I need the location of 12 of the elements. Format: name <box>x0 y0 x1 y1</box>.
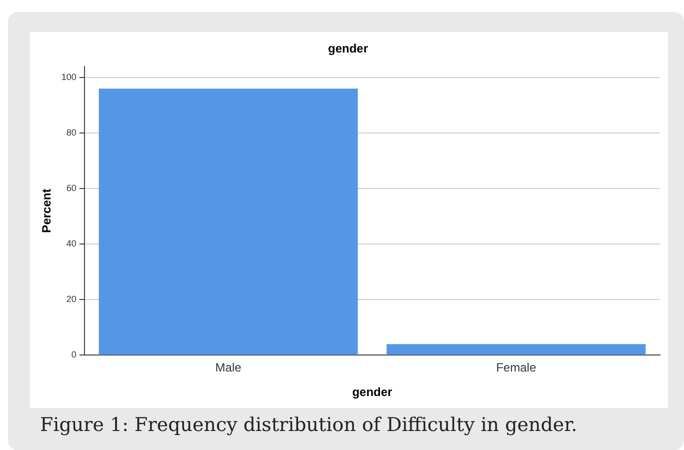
caption: Figure 1: Frequency distribution of Difficulty in gender. <box>40 414 578 436</box>
y-tick-label: 0 <box>71 350 76 360</box>
y-axis-title: Percent <box>40 188 54 233</box>
y-tick-label: 80 <box>66 128 76 138</box>
y-tick-label: 60 <box>66 183 76 194</box>
y-tick-label: 100 <box>61 72 76 82</box>
x-axis-title: gender <box>352 385 393 400</box>
chart-title: gender <box>328 42 368 56</box>
y-tick-label: 20 <box>66 294 76 304</box>
y-tick-label: 40 <box>66 238 76 249</box>
x-tick-label: Male <box>215 360 242 375</box>
x-tick-label: Female <box>496 360 536 375</box>
